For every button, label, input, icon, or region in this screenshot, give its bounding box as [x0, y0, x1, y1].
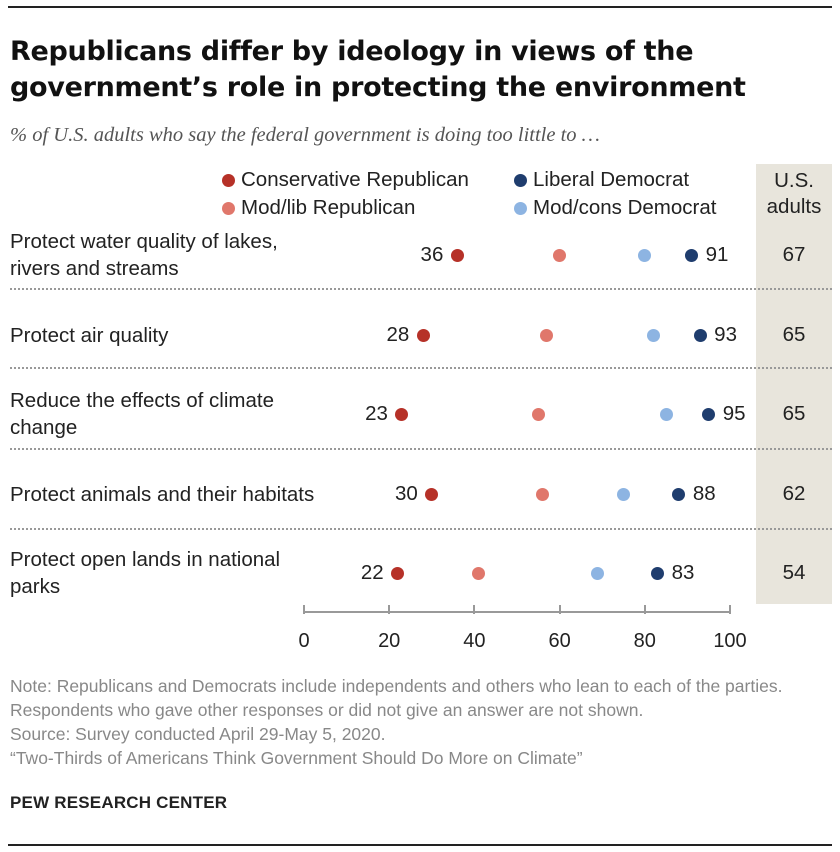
dot-liberal-democrat — [702, 407, 716, 421]
x-tick — [729, 605, 731, 614]
bottom-rule — [8, 844, 832, 846]
legend-liberal-democrat: Liberal Democrat — [514, 168, 689, 192]
us-adults-value: 65 — [782, 402, 806, 425]
x-tick-label: 60 — [548, 630, 571, 652]
dot-modcons-democrat — [617, 487, 630, 501]
x-tick-label: 0 — [298, 630, 310, 652]
dot-conservative-republican — [391, 566, 405, 580]
dot-liberal-democrat — [651, 566, 665, 580]
x-tick — [643, 605, 646, 614]
note-text: Note: Republicans and Democrats include … — [10, 676, 783, 720]
us-adults-value: 62 — [782, 482, 806, 505]
brand-logo-text: PEW RESEARCH CENTER — [10, 793, 228, 812]
source-text: Source: Survey conducted April 29-May 5,… — [10, 724, 386, 744]
dot-modlib-republican — [540, 328, 554, 342]
value-label-conservative-republican: 28 — [386, 323, 410, 346]
value-label-liberal-democrat: 93 — [714, 323, 737, 346]
dot-modlib-republican — [472, 566, 486, 580]
dot-conservative-republican — [416, 328, 430, 342]
dot-liberal-democrat — [693, 328, 707, 342]
dot-modcons-democrat — [638, 248, 652, 262]
us-adults-header: U.S. adults — [766, 169, 822, 218]
legend-modcons-democrat: Mod/cons Democrat — [514, 196, 716, 220]
value-label-conservative-republican: 22 — [360, 561, 384, 584]
chart-subtitle: % of U.S. adults who say the federal gov… — [10, 124, 600, 146]
legend-dot-icon — [514, 201, 527, 215]
row-label: Reduce the effects of climate change — [10, 389, 274, 439]
dot-liberal-democrat — [672, 487, 686, 501]
row-separator — [10, 367, 832, 369]
row-label: Protect water quality of lakes, rivers a… — [10, 230, 278, 280]
legend-label: Liberal Democrat — [533, 168, 690, 191]
dot-modcons-democrat — [659, 407, 673, 421]
top-rule — [8, 6, 832, 8]
row-label: Protect air quality — [10, 324, 169, 347]
legend-label: Mod/lib Republican — [241, 196, 416, 219]
chart-title: Republicans differ by ideology in views … — [10, 36, 746, 103]
report-title: “Two-Thirds of Americans Think Governmen… — [10, 748, 583, 768]
dot-conservative-republican — [395, 407, 409, 421]
x-tick — [388, 605, 391, 614]
x-tick — [473, 605, 476, 614]
x-tick-label: 20 — [378, 630, 401, 652]
x-axis-line — [303, 611, 731, 613]
x-tick-label: 80 — [633, 630, 656, 652]
value-label-conservative-republican: 30 — [394, 482, 418, 505]
value-label-liberal-democrat: 91 — [705, 243, 729, 266]
legend-label: Conservative Republican — [241, 168, 469, 191]
legend-modlib-republican: Mod/lib Republican — [222, 196, 415, 220]
legend-conservative-republican: Conservative Republican — [222, 168, 469, 192]
row-separator — [10, 448, 832, 450]
x-tick-label: 40 — [463, 630, 486, 652]
legend-dot-icon — [514, 173, 527, 187]
row-label: Protect open lands in national parks — [10, 548, 281, 598]
dot-modcons-democrat — [646, 328, 660, 342]
row-separator — [10, 528, 832, 530]
dot-modlib-republican — [531, 407, 545, 421]
us-adults-value: 54 — [782, 561, 806, 584]
row-separator — [10, 288, 832, 290]
dot-modlib-republican — [553, 248, 567, 262]
dot-modlib-republican — [536, 487, 550, 501]
legend-dot-icon — [222, 201, 235, 215]
us-adults-column — [756, 164, 832, 604]
dot-liberal-democrat — [685, 248, 699, 262]
legend-dot-icon — [222, 173, 235, 187]
footer-notes: Note: Republicans and Democrats include … — [10, 674, 836, 770]
us-adults-value: 67 — [782, 243, 806, 266]
x-tick — [558, 605, 561, 614]
value-label-liberal-democrat: 95 — [722, 402, 746, 425]
value-label-conservative-republican: 23 — [365, 402, 388, 425]
us-adults-value: 65 — [782, 323, 806, 346]
x-tick-label: 100 — [713, 630, 747, 652]
value-label-liberal-democrat: 83 — [671, 561, 695, 584]
row-label: Protect animals and their habitats — [10, 483, 315, 506]
value-label-liberal-democrat: 88 — [692, 482, 716, 505]
dot-conservative-republican — [425, 487, 439, 501]
value-label-conservative-republican: 36 — [420, 243, 444, 266]
dot-conservative-republican — [450, 248, 464, 262]
dot-modcons-democrat — [591, 566, 605, 580]
x-tick — [303, 605, 305, 614]
legend-label: Mod/cons Democrat — [533, 196, 717, 219]
